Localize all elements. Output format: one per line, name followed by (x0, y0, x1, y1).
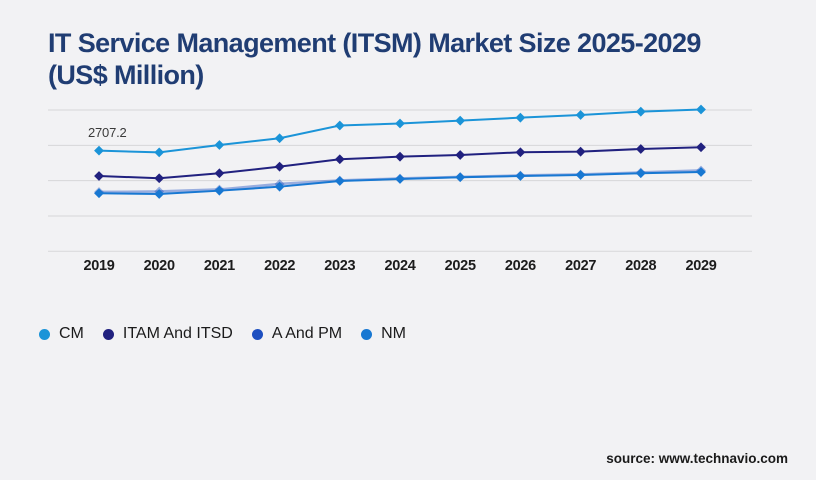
source-attribution: source: www.technavio.com (606, 451, 788, 466)
data-point-nm (94, 188, 104, 199)
data-point-cm (696, 104, 706, 115)
data-point-nm (214, 185, 225, 196)
data-point-nm (455, 172, 466, 183)
x-axis-label: 2020 (144, 258, 175, 274)
data-point-cm (214, 140, 225, 150)
legend-label: CM (59, 325, 84, 342)
x-axis-label: 2021 (204, 258, 235, 274)
data-point-cm (274, 133, 285, 144)
data-point-nm (274, 181, 285, 192)
series-line-cm (98, 108, 702, 154)
chart-title: IT Service Management (ITSM) Market Size… (48, 28, 701, 91)
data-point-itam-and-itsd (635, 144, 646, 154)
x-axis-label: 2019 (83, 258, 114, 274)
data-point-nm (334, 176, 345, 186)
data-point-itam-and-itsd (515, 147, 526, 158)
data-point-itam-and-itsd (214, 168, 225, 179)
data-point-itam-and-itsd (696, 142, 706, 153)
chart-legend: CM ITAM And ITSD A And PM NM (39, 325, 406, 343)
nm-series-dot-icon (361, 328, 373, 340)
legend-item-cm[interactable]: CM (39, 325, 84, 343)
data-point-itam-and-itsd (94, 171, 104, 181)
data-point-cm (635, 106, 646, 117)
data-point-itam-and-itsd (334, 154, 345, 165)
data-point-cm (94, 145, 104, 156)
data-point-cm (455, 115, 466, 126)
data-point-itam-and-itsd (395, 151, 405, 162)
data-point-nm (635, 168, 646, 179)
legend-item-nm[interactable]: NM (361, 325, 406, 343)
legend-item-itam-and-itsd[interactable]: ITAM And ITSD (102, 325, 233, 343)
data-point-itam-and-itsd (575, 146, 586, 157)
first-point-data-label: 2707.2 (88, 125, 127, 140)
data-point-nm (515, 171, 526, 181)
legend-label: ITAM And ITSD (122, 325, 233, 342)
data-point-nm (154, 189, 165, 199)
a-and-pm-series-dot-icon (251, 328, 263, 340)
x-axis-label: 2027 (565, 258, 596, 274)
data-point-cm (154, 147, 165, 158)
x-axis-label: 2026 (505, 258, 536, 274)
data-point-cm (575, 110, 586, 120)
itsm-line-chart: 2019 2020 2021 2022 2023 2024 2025 2026 2027 2028… (48, 104, 752, 274)
x-axis-label: 2028 (625, 258, 656, 274)
data-point-itam-and-itsd (154, 173, 165, 184)
legend-label: A And PM (271, 325, 343, 342)
data-point-cm (515, 112, 526, 123)
data-point-cm (395, 118, 405, 129)
x-axis-label: 2025 (445, 258, 476, 274)
data-point-nm (395, 174, 405, 184)
x-axis-label: 2022 (264, 258, 295, 274)
x-axis-label: 2023 (324, 258, 355, 274)
data-point-itam-and-itsd (274, 161, 285, 172)
data-point-cm (334, 120, 345, 131)
data-point-itam-and-itsd (455, 150, 466, 160)
legend-item-a-and-pm[interactable]: A And PM (251, 325, 343, 343)
x-axis-label: 2024 (384, 258, 415, 274)
cm-series-dot-icon (39, 328, 50, 340)
itam-and-itsd-series-dot-icon (102, 328, 114, 340)
data-point-nm (696, 167, 706, 177)
legend-label: NM (381, 325, 406, 342)
data-point-nm (575, 170, 586, 180)
x-axis-label: 2029 (685, 258, 716, 274)
